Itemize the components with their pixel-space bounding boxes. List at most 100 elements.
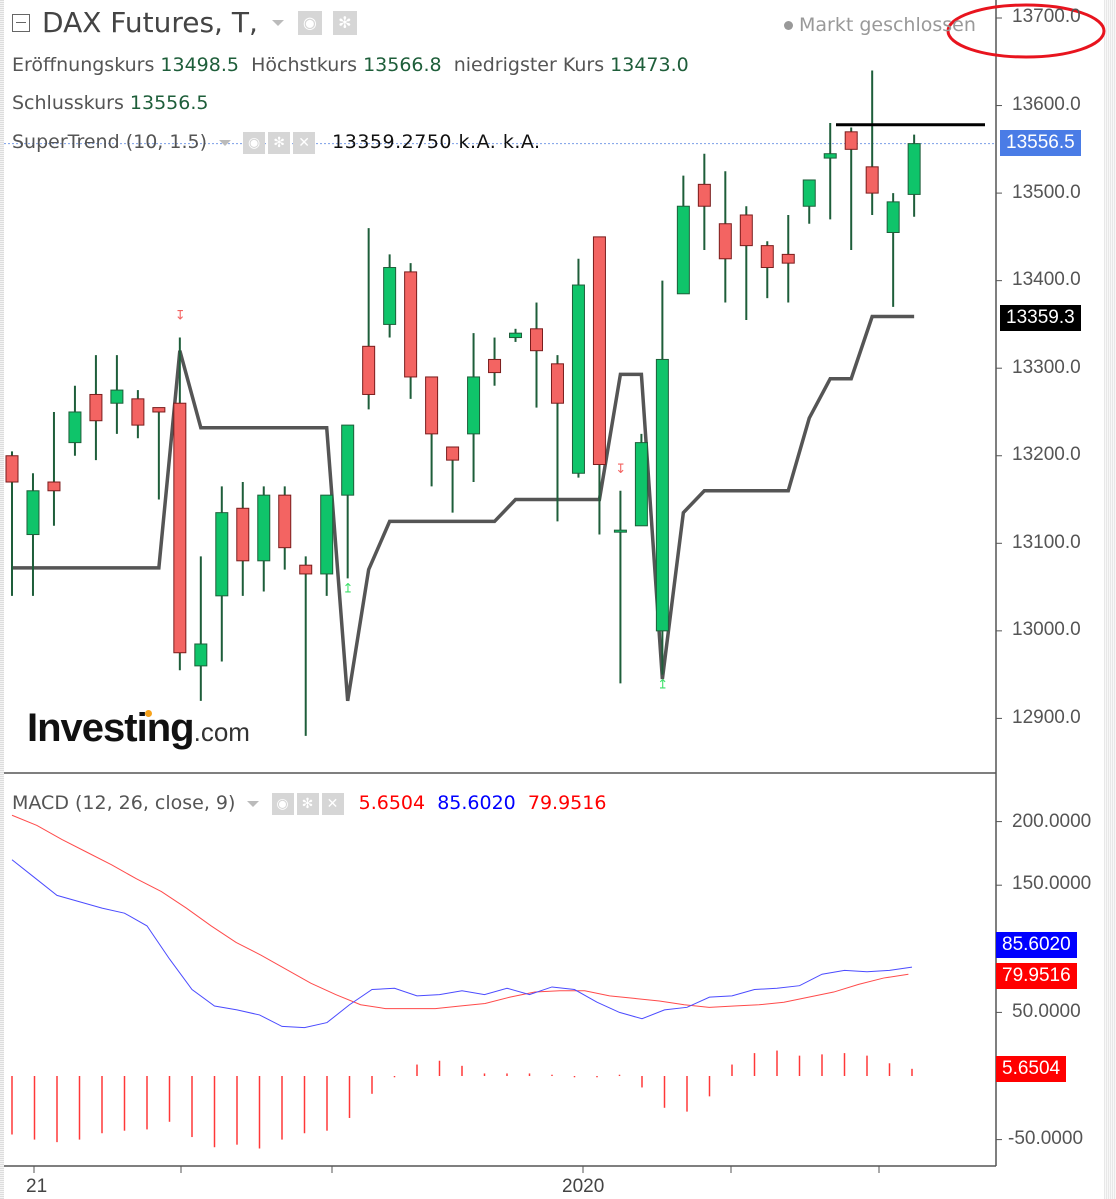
macd-line [11,859,913,1029]
candle-body [404,271,418,378]
macd-gear-icon[interactable]: ✻ [296,792,319,815]
sell-signal-icon: ↧ [175,309,186,324]
supertrend-close-icon[interactable]: ✕ [293,131,316,154]
macd-tick: -50.0000 [1008,1128,1084,1149]
supertrend-eye-icon[interactable]: ◉ [243,131,266,154]
candle-body [152,407,166,413]
price-tick: 13600.0 [1012,94,1081,115]
candle-body [320,494,334,575]
open-label: Eröffnungskurs [12,54,155,76]
candle-body [530,328,543,352]
high-value: 13566.8 [363,54,442,76]
candle-body [68,411,82,444]
candle-body [823,153,837,159]
market-status: Markt geschlossen [784,14,976,36]
candle-body [383,267,397,325]
signal-line [11,814,909,1010]
price-tick: 13500.0 [1012,182,1081,203]
candle-body [173,402,187,654]
symbol-dropdown-icon[interactable] [271,19,284,26]
macd-line-tag: 85.6020 [996,932,1077,958]
annotation-ellipse [946,3,1106,59]
high-label: Höchstkurs [251,54,358,76]
candle-body [592,236,606,466]
candle-body [509,332,523,339]
low-label: niedrigster Kurs [453,54,605,76]
candle-body [571,284,585,474]
candle-body [886,201,900,233]
candle-body [47,481,61,492]
supertrend-line [12,314,915,702]
candle-body [802,179,816,207]
candle-body [425,376,439,435]
candle-body [5,455,19,483]
logo-suffix: .com [193,717,250,747]
macd-signal-value: 79.9516 [527,792,607,814]
candle-body [131,398,145,426]
candle-body [844,131,858,150]
macd-tick: 200.0000 [1012,811,1092,832]
supertrend-gear-icon[interactable]: ✻ [268,131,291,154]
collapse-icon[interactable] [12,13,30,32]
histogram-tag: 5.6504 [996,1056,1067,1082]
candle-body [488,358,502,374]
symbol-title: DAX Futures, T, [42,6,258,39]
candle-body [739,214,753,247]
candle-body [467,376,481,435]
candle-body [781,253,795,264]
left-frame-edge [0,0,4,1199]
close-row: Schlusskurs 13556.5 [12,92,208,114]
supertrend-label[interactable]: SuperTrend (10, 1.5) [12,131,208,153]
candle-body [236,507,250,562]
macd-close-icon[interactable]: ✕ [321,792,344,815]
status-dot-icon [784,21,793,30]
macd-tick: 150.0000 [1012,873,1092,894]
macd-eye-icon[interactable]: ◉ [271,792,294,815]
supertrend-dropdown-icon[interactable] [219,139,232,146]
right-scrollbar[interactable] [1104,0,1116,1199]
symbol-header: DAX Futures, T, ◉ ✻ [12,6,360,39]
candle-body [26,490,40,536]
candle-body [257,494,271,562]
candle-body [550,363,564,404]
visibility-eye-icon[interactable]: ◉ [297,10,322,35]
candle-body [865,166,879,194]
price-tick: 13200.0 [1012,444,1081,465]
macd-label[interactable]: MACD (12, 26, close, 9) [12,792,236,814]
close-label: Schlusskurs [12,92,124,114]
buy-signal-icon: ↥ [657,678,668,693]
candle-body [718,223,732,260]
candle-body [907,143,921,195]
gear-icon[interactable]: ✻ [332,10,357,35]
macd-line-value: 85.6020 [437,792,516,814]
price-tick: 12900.0 [1012,707,1081,728]
candle-body [299,564,313,575]
market-status-text: Markt geschlossen [799,14,976,36]
candle-body [215,512,229,597]
candle-body [89,393,103,422]
candle-body [760,245,774,269]
price-tick: 13000.0 [1012,619,1081,640]
buy-signal-icon: ↥ [343,581,354,596]
macd-histogram-value: 5.6504 [358,792,426,814]
candle-body [613,529,627,533]
close-value: 13556.5 [129,92,209,114]
low-value: 13473.0 [610,54,689,76]
candle-body [697,183,711,207]
logo-main-text: Investing [27,706,195,750]
candle-body [362,345,376,395]
x-axis-label: 21 [26,1176,48,1197]
supertrend-values: 13359.2750 k.A. k.A. [332,131,541,153]
candle-body [110,389,124,404]
candle-body [446,446,460,461]
price-tick: 13400.0 [1012,269,1081,290]
candle-body [676,205,690,295]
signal-line-tag: 79.9516 [996,963,1077,989]
macd-dropdown-icon[interactable] [247,800,260,807]
supertrend-price-tag: 13359.3 [1000,305,1081,331]
open-value: 13498.5 [160,54,239,76]
candle-body [278,494,292,549]
supertrend-legend: SuperTrend (10, 1.5) ◉ ✻ ✕ 13359.2750 k.A.… [12,131,541,154]
macd-tick: 50.0000 [1012,1001,1081,1022]
